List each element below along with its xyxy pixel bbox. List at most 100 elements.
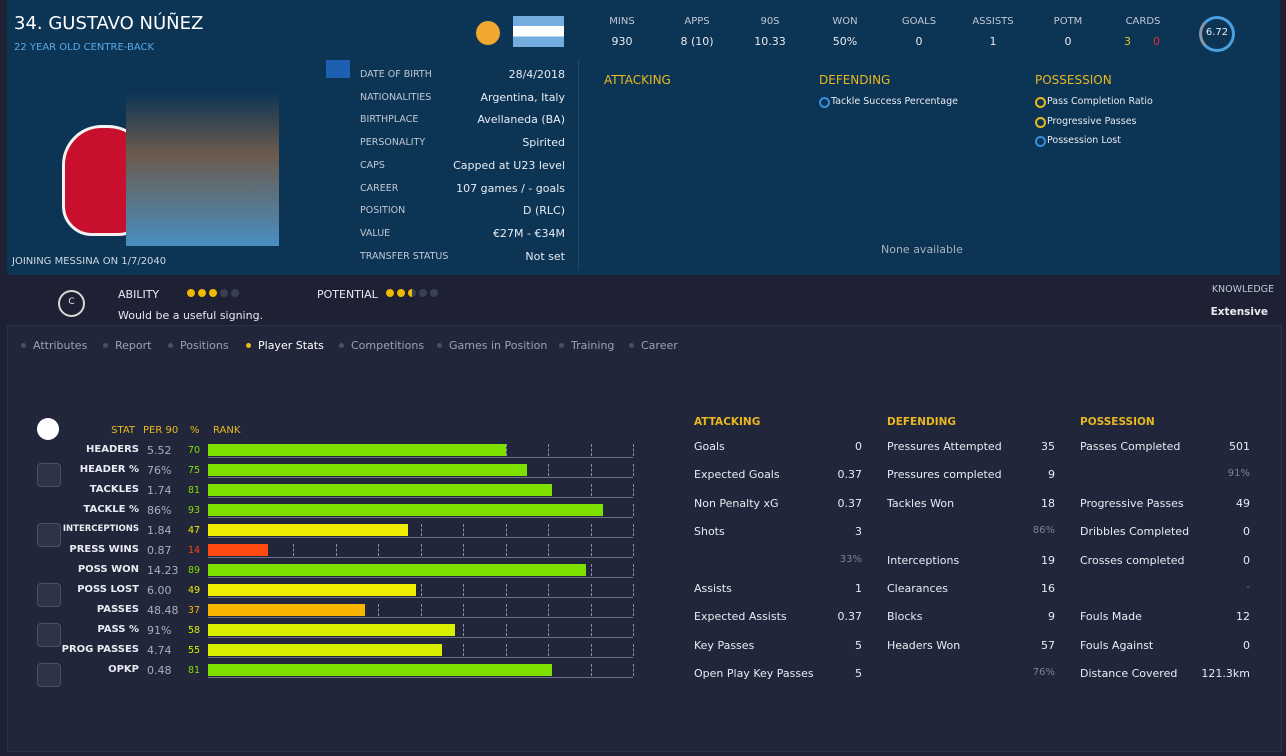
player-name: 34. GUSTAVO NÚÑEZ [14, 13, 204, 34]
stat-label: Interceptions [887, 553, 960, 567]
info-value: Capped at U23 level [453, 158, 565, 172]
bar-tick [590, 624, 592, 636]
bar-tick [463, 624, 464, 636]
tab[interactable]: Positions [180, 339, 229, 352]
stat-value: 18 [1041, 496, 1055, 510]
tab-dot [559, 343, 564, 348]
tab-dot [246, 343, 251, 348]
summary-value: 0 [915, 35, 923, 48]
bar-track [208, 497, 633, 498]
table-header: RANK [213, 425, 241, 436]
bar-tick [335, 544, 337, 556]
stats-title: POSSESSION [1080, 416, 1155, 428]
stat-value: 0 [855, 440, 862, 453]
tab[interactable]: Competitions [351, 339, 425, 352]
tab[interactable]: Games in Position [449, 339, 548, 352]
info-label: PERSONALITY [360, 137, 426, 149]
star [408, 289, 416, 297]
summary-value: 930 [611, 35, 633, 48]
role-ring [1035, 116, 1046, 128]
per90: 76% [147, 464, 172, 477]
per90: 0.48 [147, 664, 172, 677]
role-ring [1035, 97, 1046, 108]
rating: 6.72 [1205, 27, 1229, 38]
stat-label: Pressures Attempted [887, 440, 1002, 453]
star [386, 289, 394, 297]
bar-tick [548, 444, 549, 456]
stat-value: 0.37 [837, 468, 863, 482]
rank-bar [208, 604, 366, 616]
stat-value: 0 [1243, 638, 1250, 652]
stat-value: 49 [1236, 496, 1250, 510]
bar-tick [633, 544, 634, 556]
stat-value: 35 [1041, 440, 1055, 453]
role-item: Progressive Passes [1047, 115, 1137, 127]
tab[interactable]: Career [641, 339, 678, 352]
summary-value: 1 [989, 35, 997, 48]
bar-tick [378, 544, 379, 556]
bar-tick [590, 564, 592, 576]
knowledge: Extensive [1210, 306, 1268, 318]
per90: 1.74 [147, 484, 172, 497]
stat-label: Dribbles Completed [1080, 525, 1190, 539]
info-label: TRANSFER STATUS [360, 250, 449, 262]
info-value: Avellaneda (BA) [477, 113, 565, 127]
per90: 91% [147, 624, 172, 637]
rank-pct: 49 [188, 585, 201, 596]
stat-value: 0.37 [837, 496, 863, 510]
stat-name: TACKLE % [83, 504, 139, 515]
bar-tick [633, 664, 634, 676]
rank-pct: 93 [188, 505, 201, 516]
rank-bar [208, 584, 417, 596]
summary-label: CARDS [1125, 16, 1161, 27]
tab[interactable]: Report [115, 339, 152, 352]
bar-tick [633, 644, 634, 656]
bar-tick [505, 544, 507, 556]
per90: 1.84 [147, 524, 172, 537]
rank-bar [208, 464, 527, 476]
divider [578, 60, 579, 270]
star [198, 289, 206, 297]
info-value: €27M - €34M [493, 226, 565, 240]
summary-label: POTM [1053, 16, 1083, 27]
tab[interactable]: Attributes [33, 339, 88, 352]
info-value: Spirited [522, 136, 565, 150]
bar-tick [505, 444, 507, 456]
per90: 86% [147, 504, 172, 517]
role-item: Pass Completion Ratio [1047, 96, 1153, 107]
role-ring [1035, 136, 1046, 147]
role-icon [476, 21, 500, 45]
bar-track [208, 577, 633, 578]
stat-name: PROG PASSES [61, 644, 139, 655]
bar-tick [633, 564, 634, 576]
stat-value: 19 [1041, 553, 1055, 567]
row-icon [37, 623, 61, 647]
rank-bar [208, 484, 553, 496]
stat-name: POSS WON [77, 564, 139, 575]
stat-value: 9 [1048, 610, 1055, 624]
joining: JOINING MESSINA ON 1/7/2040 [12, 256, 167, 267]
role-title: POSSESSION [1035, 73, 1112, 87]
stats-title: ATTACKING [694, 416, 761, 428]
info-label: NATIONALITIES [360, 91, 432, 103]
stat-value: 9 [1048, 468, 1055, 482]
club-icon [326, 60, 350, 78]
star [430, 289, 438, 297]
bar-tick [548, 524, 549, 536]
summary-label: APPS [684, 16, 710, 27]
tab[interactable]: Training [571, 339, 615, 352]
rank-bar [208, 564, 587, 576]
bar-tick [590, 604, 592, 616]
bar-tick [505, 604, 507, 616]
rating-ring [1199, 16, 1235, 52]
stat-label: Progressive Passes [1080, 496, 1184, 510]
tab[interactable]: Player Stats [258, 339, 324, 352]
info-label: DATE OF BIRTH [360, 69, 432, 80]
bar-tick [633, 604, 634, 616]
stat-value: 121.3km [1201, 667, 1250, 681]
yellow-cards: 3 [1124, 35, 1131, 48]
player-photo [126, 92, 279, 246]
stat-name: TACKLES [89, 484, 139, 495]
rank-pct: 81 [188, 485, 201, 496]
rank-pct: 70 [188, 445, 201, 456]
